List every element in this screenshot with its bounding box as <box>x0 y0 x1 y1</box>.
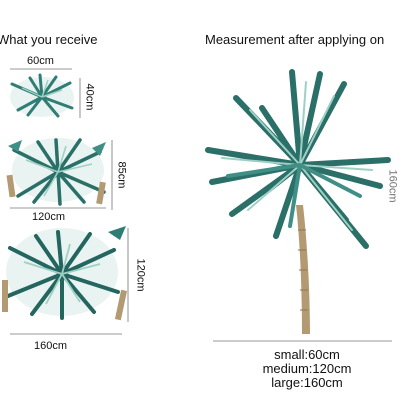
large-height-label: 120cm <box>134 258 147 292</box>
small-palm-decal-icon <box>10 73 74 118</box>
medium-trunk-piece-right <box>96 181 106 205</box>
medium-palm-decal-icon <box>12 138 106 206</box>
medium-leaf-piece <box>8 140 22 152</box>
medium-trunk-piece-left <box>6 174 16 198</box>
left-header: What you receive <box>0 32 98 47</box>
large-palm-decal-icon <box>6 228 120 320</box>
large-trunk-piece-right <box>114 289 128 321</box>
medium-height-label: 85cm <box>115 161 128 189</box>
small-width-label: 60cm <box>27 55 54 67</box>
applied-height-label: 160cm <box>386 169 399 203</box>
large-leaf-piece <box>108 226 126 240</box>
medium-width-label: 120cm <box>32 211 66 223</box>
palm-crown-icon <box>205 69 391 249</box>
size-list: small:60cm medium:120cm large:160cm <box>252 348 362 390</box>
large-trunk-piece-left <box>2 280 8 312</box>
small-height-label: 40cm <box>83 83 96 111</box>
applied-palm-tree <box>205 69 392 342</box>
large-width-label: 160cm <box>34 340 68 352</box>
size-large: large:160cm <box>271 375 343 390</box>
medium-decal-sheet <box>6 138 113 210</box>
right-header: Measurement after applying on <box>205 32 385 47</box>
size-small: small:60cm <box>274 347 340 362</box>
small-decal-sheet <box>10 68 81 118</box>
large-decal-sheet <box>2 226 129 335</box>
size-medium: medium:120cm <box>262 361 352 376</box>
medium-leaf-piece <box>92 142 106 156</box>
